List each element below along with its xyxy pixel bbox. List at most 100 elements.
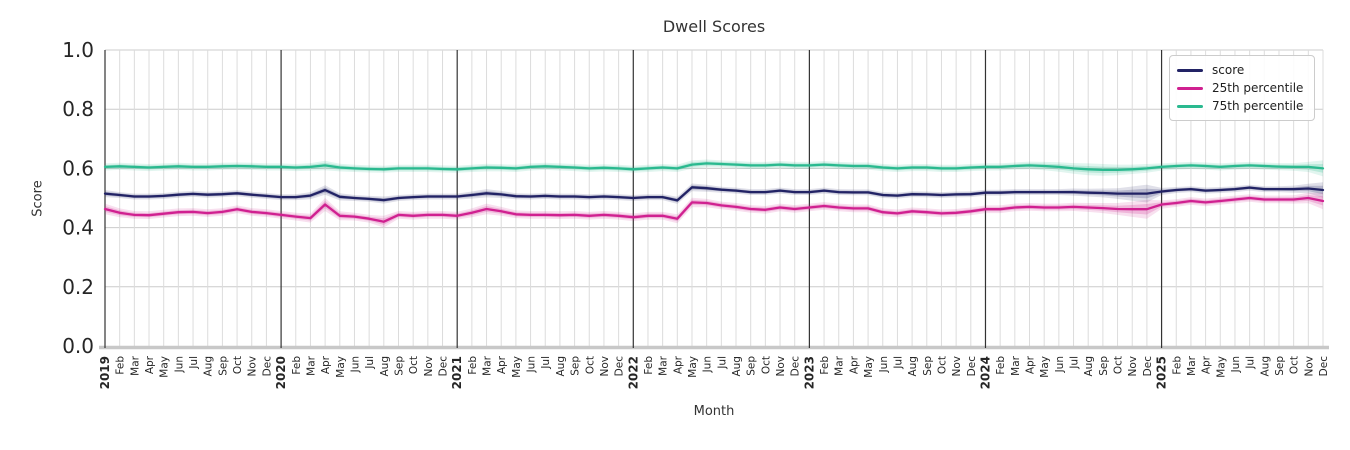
x-tick-label: Dec [966,356,978,377]
x-tick-label: Apr [672,355,684,374]
x-tick-label: Jul [892,356,904,370]
x-tick-label: Jun [173,356,185,373]
x-tick-label: Dec [790,356,802,377]
legend-label: 75th percentile [1212,99,1304,113]
x-tick-label: Mar [658,355,670,375]
x-tick-label: Apr [496,355,508,374]
x-tick-label: Sep [922,356,934,376]
series-line [103,162,1325,172]
x-tick-label: May [159,356,171,378]
y-tick-label: 0.4 [62,216,94,240]
x-tick-label: Jul [540,356,552,370]
x-tick-label: Feb [291,356,303,375]
x-tick-label: Sep [570,356,582,376]
x-tick-label: Apr [320,355,332,374]
x-tick-label: Jul [364,356,376,370]
x-tick-label: May [1215,356,1227,378]
y-axis-title: Score [30,180,46,217]
x-tick-label: Nov [423,356,435,377]
series-line [103,186,1325,202]
x-tick-label: Feb [643,356,655,375]
y-tick-label: 0.2 [62,275,94,299]
x-tick-label: Dec [614,356,626,377]
confidence-band [105,195,1323,225]
x-tick-label: Aug [1259,356,1271,377]
x-tick-label: May [1039,356,1051,378]
x-tick-label: Oct [1113,356,1125,374]
x-tick-label: Nov [1303,356,1315,377]
legend: score 25th percentile 75th percentile [1169,55,1315,121]
legend-swatch-75th-percentile [1177,104,1203,108]
x-tick-label: Mar [305,355,317,375]
x-tick-label: Dec [1142,356,1154,377]
x-tick-label: Oct [936,356,948,374]
x-tick-label: 2024 [978,356,992,389]
x-tick-label: Sep [746,356,758,376]
x-tick-label: Nov [599,356,611,377]
x-tick-label: May [863,356,875,378]
x-tick-label: Jun [1054,356,1066,373]
x-tick-label: Aug [907,356,919,377]
x-tick-label: May [687,356,699,378]
legend-row: 75th percentile [1177,97,1307,115]
x-tick-label: Dec [261,356,273,377]
x-tick-label: Jun [349,356,361,373]
x-tick-label: Feb [995,356,1007,375]
x-tick-label: Jul [1069,356,1081,370]
x-tick-label: Mar [1186,355,1198,375]
x-tick-label: Sep [1274,356,1286,376]
x-tick-label: Dec [438,356,450,377]
legend-row: score [1177,61,1307,79]
y-tick-label: 0.6 [62,156,94,180]
y-tick-label: 0.8 [62,97,94,121]
x-tick-label: Mar [129,355,141,375]
x-tick-label: Jul [188,356,200,370]
x-tick-label: Jun [878,356,890,373]
x-tick-label: Mar [482,355,494,375]
series-line [103,196,1325,223]
x-tick-label: Feb [819,356,831,375]
x-tick-label: Oct [1289,356,1301,374]
x-tick-label: Aug [731,356,743,377]
y-tick-label: 0.0 [62,334,94,358]
chart-title: Dwell Scores [662,17,766,36]
x-tick-label: Oct [760,356,772,374]
legend-swatch-score [1177,68,1203,72]
x-tick-label: 2019 [98,356,112,389]
confidence-band [105,161,1323,174]
legend-swatch-25th-percentile [1177,86,1203,90]
x-tick-label: Jun [1230,356,1242,373]
x-tick-label: Feb [115,356,127,375]
x-tick-label: Nov [1127,356,1139,377]
x-tick-label: 2021 [450,356,464,389]
x-tick-label: Nov [951,356,963,377]
x-tick-label: Aug [1083,356,1095,377]
x-tick-label: Apr [848,355,860,374]
confidence-band [105,159,1323,177]
x-tick-label: Apr [1025,355,1037,374]
x-tick-label: Jun [526,356,538,373]
x-tick-label: Sep [217,356,229,376]
x-tick-label: Apr [1201,355,1213,374]
x-tick-label: Aug [203,356,215,377]
legend-label: score [1212,63,1245,77]
x-tick-label: May [335,356,347,378]
x-tick-label: Feb [467,356,479,375]
confidence-band [105,192,1323,228]
x-tick-label: 2022 [626,356,640,389]
x-tick-label: Nov [247,356,259,377]
x-tick-label: Feb [1171,356,1183,375]
x-tick-label: Sep [393,356,405,376]
x-tick-label: May [511,356,523,378]
confidence-band [105,182,1323,204]
x-tick-label: Nov [775,356,787,377]
x-tick-label: Mar [834,355,846,375]
x-tick-label: Aug [379,356,391,377]
x-tick-label: 2025 [1155,356,1169,389]
legend-label: 25th percentile [1212,81,1304,95]
x-tick-label: 2020 [274,356,288,389]
x-tick-label: Oct [584,356,596,374]
y-tick-label: 1.0 [62,38,94,62]
